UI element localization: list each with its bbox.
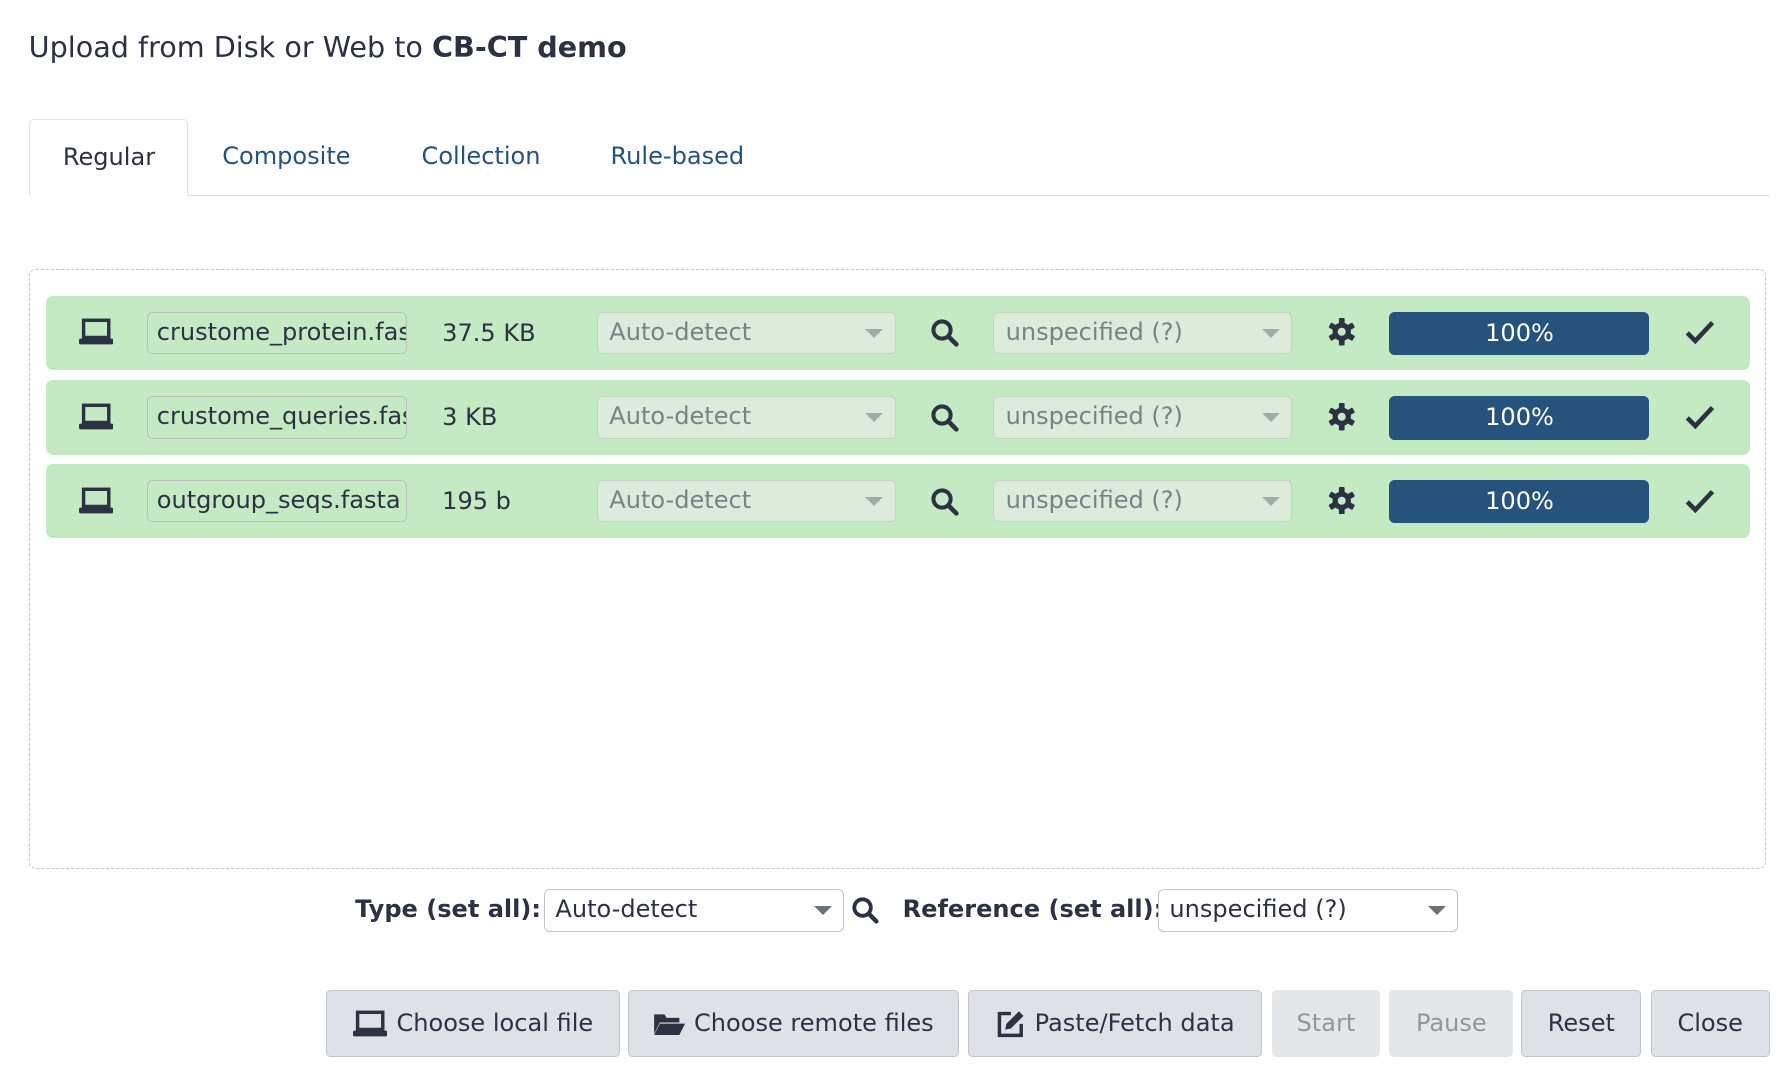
gear-icon[interactable] bbox=[1328, 486, 1355, 515]
file-type-value: Auto-detect bbox=[609, 485, 752, 514]
history-name: CB-CT demo bbox=[432, 29, 627, 64]
check-icon bbox=[1685, 403, 1715, 430]
type-set-all-label: Type (set all): bbox=[355, 894, 542, 923]
upload-row: outgroup_seqs.fasta 195 b Auto-detect un… bbox=[45, 463, 1751, 539]
folder-open-icon bbox=[653, 1011, 685, 1036]
chevron-down-icon bbox=[813, 905, 832, 915]
upload-row: crustome_queries.fasta 3 KB Auto-detect … bbox=[45, 380, 1751, 455]
reference-select[interactable]: unspecified (?) bbox=[993, 311, 1293, 354]
type-set-all-value: Auto-detect bbox=[555, 894, 698, 923]
close-button[interactable]: Close bbox=[1650, 989, 1770, 1058]
file-name-input[interactable]: crustome_queries.fasta bbox=[146, 396, 407, 439]
chevron-down-icon bbox=[1261, 413, 1280, 423]
search-icon[interactable] bbox=[851, 896, 880, 925]
check-icon bbox=[1685, 487, 1715, 514]
dialog-title: Upload from Disk or Web to CB-CT demo bbox=[29, 30, 627, 64]
gear-icon[interactable] bbox=[1328, 318, 1355, 346]
upload-progress-bar: 100% bbox=[1389, 311, 1650, 356]
file-type-select[interactable]: Auto-detect bbox=[596, 396, 896, 439]
paste-fetch-data-label: Paste/Fetch data bbox=[1034, 1009, 1235, 1038]
gear-icon[interactable] bbox=[1328, 403, 1355, 431]
search-icon[interactable] bbox=[930, 487, 960, 517]
tab-regular[interactable]: Regular bbox=[28, 119, 188, 196]
edit-icon bbox=[996, 1009, 1026, 1039]
upload-row: crustome_protein.fasta 37.5 KB Auto-dete… bbox=[45, 295, 1751, 370]
file-type-value: Auto-detect bbox=[609, 402, 752, 431]
chevron-down-icon bbox=[1427, 905, 1446, 915]
tab-composite[interactable]: Composite bbox=[222, 142, 351, 171]
reference-select[interactable]: unspecified (?) bbox=[993, 479, 1293, 523]
laptop-icon bbox=[352, 1010, 388, 1037]
chevron-down-icon bbox=[1261, 328, 1280, 338]
tab-bar-divider bbox=[28, 194, 1770, 196]
file-name-input[interactable]: crustome_protein.fasta bbox=[146, 311, 407, 354]
file-type-value: Auto-detect bbox=[609, 317, 752, 346]
file-name-input[interactable]: outgroup_seqs.fasta bbox=[146, 479, 407, 523]
start-button[interactable]: Start bbox=[1271, 989, 1381, 1058]
file-size: 3 KB bbox=[442, 403, 498, 432]
reference-value: unspecified (?) bbox=[1005, 317, 1183, 346]
file-size: 37.5 KB bbox=[442, 318, 536, 347]
reference-select[interactable]: unspecified (?) bbox=[993, 396, 1293, 439]
chevron-down-icon bbox=[865, 413, 884, 423]
reference-set-all-select[interactable]: unspecified (?) bbox=[1158, 888, 1459, 933]
progress-label: 100% bbox=[1485, 318, 1554, 347]
search-icon[interactable] bbox=[930, 318, 960, 348]
upload-progress-bar: 100% bbox=[1389, 479, 1650, 524]
type-set-all-select[interactable]: Auto-detect bbox=[544, 888, 845, 933]
tab-rule-based[interactable]: Rule-based bbox=[610, 142, 745, 171]
reset-button[interactable]: Reset bbox=[1521, 989, 1642, 1058]
upload-progress-bar: 100% bbox=[1389, 396, 1650, 440]
chevron-down-icon bbox=[865, 496, 884, 506]
file-size: 195 b bbox=[442, 486, 511, 515]
tab-collection[interactable]: Collection bbox=[421, 142, 541, 171]
laptop-icon bbox=[79, 318, 114, 345]
choose-remote-files-label: Choose remote files bbox=[693, 1009, 934, 1038]
reference-set-all-value: unspecified (?) bbox=[1169, 894, 1347, 923]
pause-button[interactable]: Pause bbox=[1389, 989, 1514, 1058]
choose-local-file-button[interactable]: Choose local file bbox=[326, 989, 620, 1058]
search-icon[interactable] bbox=[930, 403, 960, 433]
choose-local-file-label: Choose local file bbox=[396, 1009, 594, 1038]
file-type-select[interactable]: Auto-detect bbox=[596, 311, 896, 354]
choose-remote-files-button[interactable]: Choose remote files bbox=[627, 989, 959, 1058]
title-prefix: Upload from Disk or Web to bbox=[28, 29, 433, 64]
laptop-icon bbox=[79, 487, 114, 514]
laptop-icon bbox=[79, 403, 114, 430]
progress-label: 100% bbox=[1485, 403, 1554, 432]
upload-drop-zone[interactable] bbox=[28, 269, 1767, 870]
paste-fetch-data-button[interactable]: Paste/Fetch data bbox=[967, 989, 1263, 1058]
chevron-down-icon bbox=[1261, 496, 1280, 506]
reference-value: unspecified (?) bbox=[1005, 485, 1183, 514]
check-icon bbox=[1685, 318, 1715, 345]
reference-value: unspecified (?) bbox=[1005, 402, 1183, 431]
reference-set-all-label: Reference (set all): bbox=[902, 894, 1164, 923]
file-type-select[interactable]: Auto-detect bbox=[596, 479, 896, 523]
progress-label: 100% bbox=[1485, 486, 1554, 515]
chevron-down-icon bbox=[865, 328, 884, 338]
